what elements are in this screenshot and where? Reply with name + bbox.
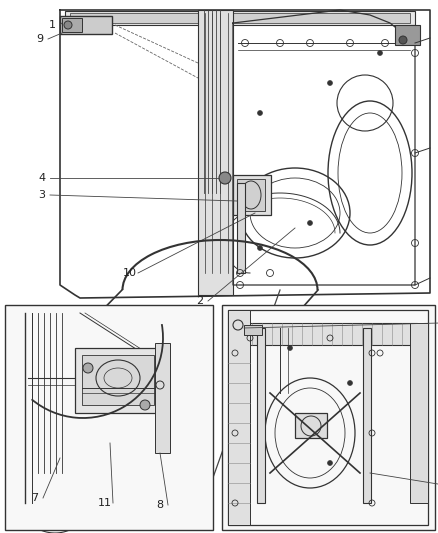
Circle shape xyxy=(219,172,231,184)
Bar xyxy=(237,179,265,211)
Circle shape xyxy=(287,345,293,351)
Circle shape xyxy=(140,400,150,410)
Text: 10: 10 xyxy=(123,268,137,278)
Bar xyxy=(60,16,112,34)
Bar xyxy=(70,13,410,23)
Circle shape xyxy=(347,381,353,385)
Bar xyxy=(228,310,428,525)
Bar xyxy=(363,328,371,503)
Text: 7: 7 xyxy=(32,493,39,503)
Bar xyxy=(233,175,271,215)
Text: 3: 3 xyxy=(39,190,46,200)
Bar xyxy=(244,325,262,335)
Circle shape xyxy=(328,80,332,85)
Circle shape xyxy=(307,221,312,225)
Bar xyxy=(228,310,250,525)
Circle shape xyxy=(328,461,332,465)
Circle shape xyxy=(83,363,93,373)
Circle shape xyxy=(64,21,72,29)
Text: 9: 9 xyxy=(36,34,43,44)
Bar xyxy=(65,11,415,25)
Bar xyxy=(395,25,420,45)
Text: 2: 2 xyxy=(196,296,204,306)
Circle shape xyxy=(258,246,262,251)
Bar xyxy=(295,413,327,438)
Text: 11: 11 xyxy=(98,498,112,508)
Circle shape xyxy=(378,51,382,55)
Circle shape xyxy=(399,36,407,44)
Bar xyxy=(410,323,428,503)
Bar xyxy=(222,305,435,530)
Bar xyxy=(62,18,82,32)
Bar xyxy=(155,343,170,453)
Bar xyxy=(198,10,233,295)
Text: 4: 4 xyxy=(39,173,46,183)
Bar xyxy=(5,305,213,530)
Bar xyxy=(82,355,154,405)
Bar xyxy=(232,323,417,345)
Text: 1: 1 xyxy=(49,20,56,30)
Bar xyxy=(75,348,165,413)
Circle shape xyxy=(258,110,262,116)
Bar xyxy=(237,183,245,273)
Text: 8: 8 xyxy=(156,500,163,510)
Bar xyxy=(257,328,265,503)
